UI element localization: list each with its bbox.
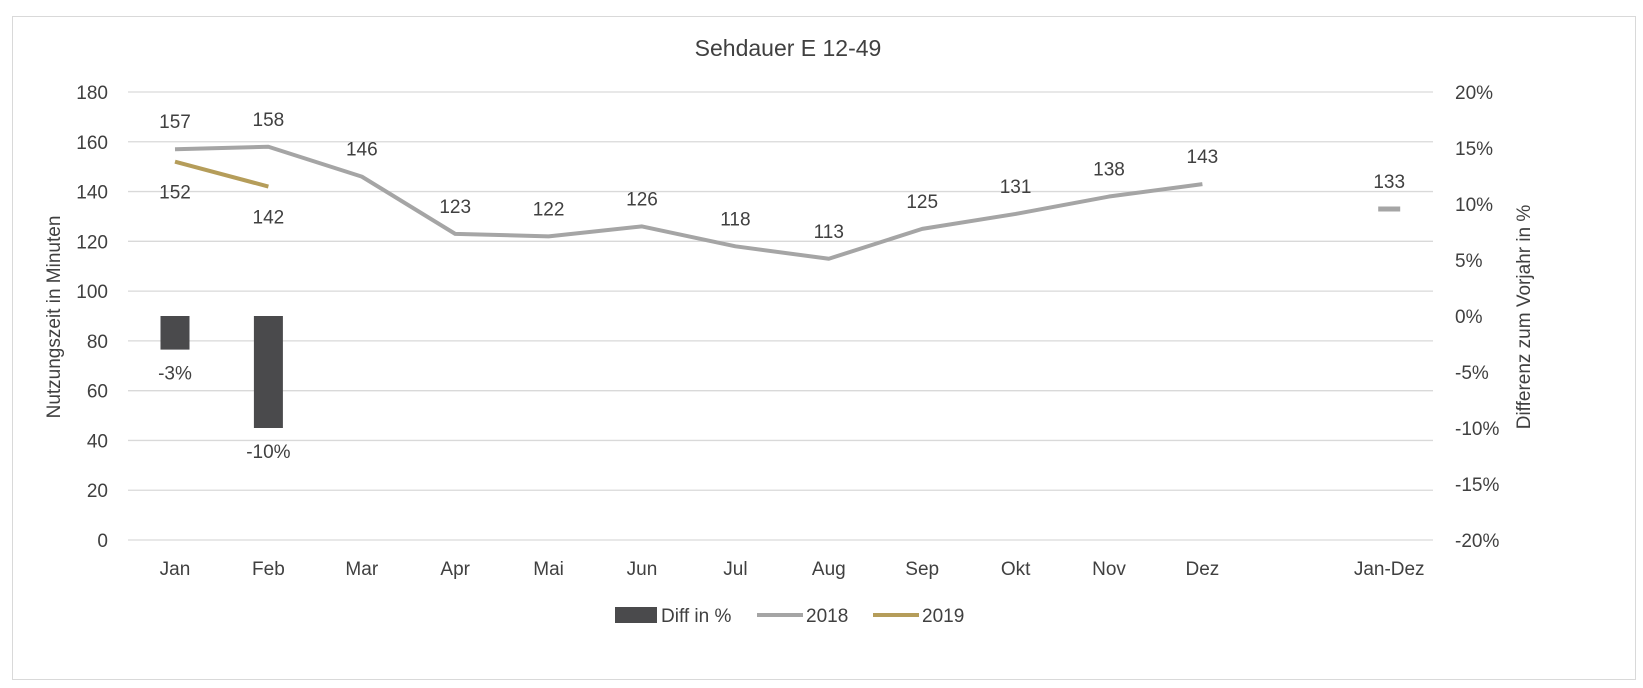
y-tick-label: 60 bbox=[87, 382, 108, 403]
x-tick-label: Feb bbox=[252, 559, 285, 580]
y-tick-label: 80 bbox=[87, 332, 108, 353]
y2-tick-label: 0% bbox=[1455, 307, 1483, 328]
y-tick-label: 180 bbox=[76, 83, 108, 104]
y-tick-label: 100 bbox=[76, 282, 108, 303]
data-labels: -3% -10% 157 158 146 123 122 126 118 113 125 131 138… bbox=[158, 110, 1405, 463]
y-tick-label: 160 bbox=[76, 133, 108, 154]
x-tick-label: Dez bbox=[1186, 559, 1220, 580]
bar-data-label: -3% bbox=[158, 364, 192, 385]
y-tick-label: 20 bbox=[87, 481, 108, 502]
x-axis-ticks: Jan Feb Mar Apr Mai Jun Jul Aug Sep Okt Nov Dez Jan-… bbox=[160, 559, 1425, 580]
x-tick-label: Aug bbox=[812, 559, 846, 580]
line-data-label: 126 bbox=[626, 189, 658, 210]
line-data-label: 152 bbox=[159, 183, 191, 204]
line-data-label: 131 bbox=[1000, 177, 1032, 198]
y-tick-label: 0 bbox=[97, 531, 108, 552]
line-data-label: 143 bbox=[1187, 147, 1219, 168]
x-tick-label: Jun bbox=[627, 559, 658, 580]
y2-tick-label: 10% bbox=[1455, 195, 1493, 216]
y-tick-label: 40 bbox=[87, 431, 108, 452]
line-data-label: 146 bbox=[346, 140, 378, 161]
line-data-label: 125 bbox=[906, 192, 938, 213]
line-data-label: 133 bbox=[1373, 172, 1405, 193]
x-tick-label: Nov bbox=[1092, 559, 1126, 580]
x-tick-label: Jan bbox=[160, 559, 191, 580]
x-tick-label: Mar bbox=[345, 559, 378, 580]
y-axis-ticks: 0 20 40 60 80 100 120 140 160 180 bbox=[76, 83, 108, 552]
gridlines bbox=[128, 91, 1433, 541]
legend-label: 2019 bbox=[922, 606, 964, 627]
bar-diff bbox=[160, 316, 190, 350]
line-data-label: 118 bbox=[720, 209, 750, 230]
line-data-label: 158 bbox=[253, 110, 285, 131]
y2-tick-label: 20% bbox=[1455, 83, 1493, 104]
y2-tick-label: -5% bbox=[1455, 363, 1489, 384]
y2-tick-label: -10% bbox=[1455, 419, 1499, 440]
lines bbox=[174, 144, 1401, 261]
x-tick-label: Mai bbox=[533, 559, 564, 580]
series-line-2018 bbox=[174, 144, 1203, 261]
line-data-label: 138 bbox=[1093, 160, 1125, 181]
x-tick-label: Jan-Dez bbox=[1354, 559, 1425, 580]
y-axis-title: Nutzungszeit in Minuten bbox=[44, 216, 65, 419]
line-data-label: 157 bbox=[159, 112, 191, 133]
y-tick-label: 140 bbox=[76, 183, 108, 204]
line-data-label: 142 bbox=[253, 208, 285, 229]
legend-label: 2018 bbox=[806, 606, 848, 627]
legend-swatch bbox=[615, 607, 657, 623]
y2-tick-label: -20% bbox=[1455, 531, 1499, 552]
legend: Diff in % 2018 2019 bbox=[615, 606, 964, 627]
y2-axis-ticks: -20% -15% -10% -5% 0% 5% 10% 15% 20% bbox=[1455, 83, 1499, 552]
series-line-2019 bbox=[174, 159, 269, 189]
bars bbox=[160, 316, 283, 428]
bar-data-label: -10% bbox=[246, 442, 290, 463]
x-tick-label: Okt bbox=[1001, 559, 1031, 580]
y2-tick-label: 15% bbox=[1455, 139, 1493, 160]
y-tick-label: 120 bbox=[76, 232, 108, 253]
x-tick-label: Apr bbox=[440, 559, 470, 580]
y2-tick-label: -15% bbox=[1455, 475, 1499, 496]
x-tick-label: Sep bbox=[905, 559, 939, 580]
bar-diff bbox=[253, 316, 283, 428]
x-tick-label: Jul bbox=[723, 559, 747, 580]
line-data-label: 123 bbox=[439, 197, 471, 218]
line-data-label: 113 bbox=[814, 222, 844, 243]
chart-title: Sehdauer E 12-49 bbox=[695, 35, 882, 61]
legend-label: Diff in % bbox=[661, 606, 732, 627]
line-data-label: 122 bbox=[533, 199, 565, 220]
y2-axis-title: Differenz zum Vorjahr in % bbox=[1514, 205, 1535, 430]
y2-tick-label: 5% bbox=[1455, 251, 1483, 272]
